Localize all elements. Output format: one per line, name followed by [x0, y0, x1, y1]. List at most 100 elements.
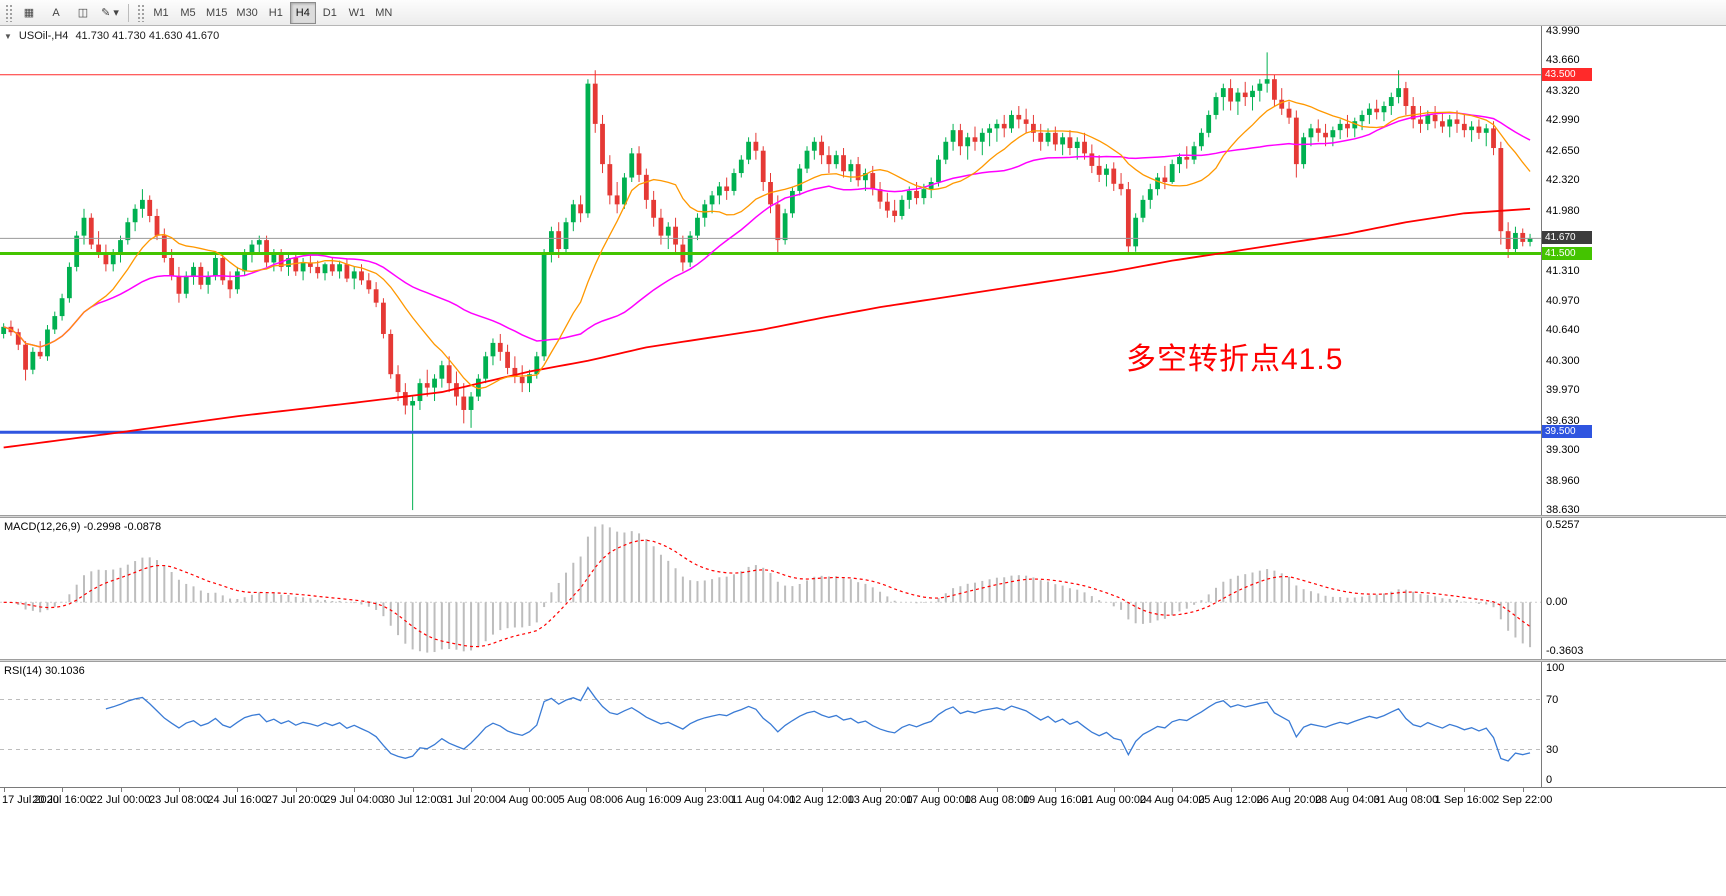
chart-annotation: 多空转折点41.5	[1126, 343, 1344, 376]
price-tick-label: 39.970	[1546, 384, 1580, 397]
macd-axis[interactable]: 0.5257 0.00 -0.3603	[1541, 518, 1726, 659]
time-tick	[529, 788, 531, 792]
rsi-label: RSI(14) 30.1036	[4, 665, 85, 677]
macd-panel: MACD(12,26,9) -0.2998 -0.0878 0.5257 0.00…	[0, 518, 1726, 659]
time-tick-label: 12 Aug 12:00	[789, 794, 855, 806]
toolbar: ▦ A ◫ ✎ ▾ M1 M5 M15 M30 H1 H4 D1 W1 MN	[0, 0, 1726, 26]
time-tick	[1405, 788, 1407, 792]
price-tick-label: 42.650	[1546, 144, 1580, 157]
time-tick	[120, 788, 122, 792]
time-tick-label: 24 Aug 04:00	[1139, 794, 1205, 806]
timeframe-button-h1[interactable]: H1	[263, 2, 289, 24]
price-chart-plot[interactable]: ▼ USOil-,H4 41.730 41.730 41.630 41.670 …	[0, 26, 1541, 515]
time-tick	[237, 788, 239, 792]
price-tick-label: 43.990	[1546, 24, 1580, 37]
timeframe-button-w1[interactable]: W1	[344, 2, 370, 24]
time-tick	[1464, 788, 1466, 792]
price-tick-label: 38.630	[1546, 504, 1580, 517]
timeframe-button-m15[interactable]: M15	[202, 2, 231, 24]
price-axis[interactable]: 43.990 43.660 43.320 42.990 42.650 42.320 41.9…	[1541, 24, 1726, 517]
timeframe-button-d1[interactable]: D1	[317, 2, 343, 24]
time-tick	[938, 788, 940, 792]
time-tick-label: 17 Aug 00:00	[906, 794, 971, 806]
time-tick	[996, 788, 998, 792]
rsi-scale-label: 0	[1546, 774, 1553, 786]
price-tag: 41.500	[1542, 246, 1592, 260]
time-tick-label: 17 Jul 2020	[2, 794, 59, 806]
timeframe-button-m30[interactable]: M30	[232, 2, 261, 24]
time-tick-label: 19 Aug 16:00	[1022, 794, 1088, 806]
price-tick-label: 40.300	[1546, 354, 1580, 367]
time-tick	[646, 788, 648, 792]
time-tick-label: 27 Jul 20:00	[265, 794, 326, 806]
panel-splitter[interactable]	[0, 659, 1726, 662]
time-tick	[3, 788, 5, 792]
macd-scale-label: 0.5257	[1546, 519, 1580, 531]
main-chart-panel: ▼ USOil-,H4 41.730 41.730 41.630 41.670 …	[0, 24, 1726, 517]
timeframe-button-h4[interactable]: H4	[289, 1, 316, 24]
timeframe-button-group: M1 M5 M15 M30 H1 H4 D1 W1 MN	[148, 1, 397, 24]
rsi-chart	[0, 686, 1541, 762]
time-tick-label: 11 Aug 04:00	[731, 794, 796, 806]
time-tick	[587, 788, 589, 792]
time-tick	[178, 788, 180, 792]
candlestick-chart	[0, 52, 1541, 511]
price-tick-label: 41.310	[1546, 264, 1580, 277]
symbol-label: USOil-,H4	[18, 30, 69, 42]
time-tick	[471, 788, 473, 792]
time-tick	[1230, 788, 1232, 792]
rsi-plot[interactable]: RSI(14) 30.1036	[0, 662, 1541, 787]
rsi-axis[interactable]: 100 70 30 0	[1541, 662, 1726, 787]
time-tick-label: 22 Jul 00:00	[90, 794, 151, 806]
time-tick-label: 28 Aug 04:00	[1315, 794, 1380, 806]
time-tick-label: 31 Jul 20:00	[441, 794, 502, 806]
rsi-panel: RSI(14) 30.1036 100 70 30 0	[0, 662, 1726, 787]
macd-plot[interactable]: MACD(12,26,9) -0.2998 -0.0878	[0, 518, 1541, 659]
toolbar-grip[interactable]	[5, 3, 12, 22]
time-tick	[62, 788, 64, 792]
toolbar-separator	[128, 3, 129, 22]
template-icon-button[interactable]: ◫	[70, 2, 96, 24]
macd-scale-label: -0.3603	[1546, 645, 1584, 657]
charts-grid-icon-button[interactable]: ▦	[16, 2, 42, 24]
time-tick	[1289, 788, 1291, 792]
symbol-dropdown-icon[interactable]: ▼	[4, 31, 12, 41]
timeframe-toolbar-grip[interactable]	[137, 3, 144, 22]
text-cursor-icon-button[interactable]: A	[43, 2, 69, 24]
time-tick-label: 13 Aug 20:00	[847, 794, 913, 806]
time-tick	[1522, 788, 1524, 792]
macd-scale-label: 0.00	[1546, 596, 1568, 609]
rsi-scale-label: 30	[1546, 743, 1559, 756]
price-tag: 41.670	[1542, 231, 1592, 245]
objects-dropdown-icon-button[interactable]: ✎ ▾	[97, 2, 123, 24]
time-tick-label: 23 Jul 08:00	[148, 794, 209, 806]
time-tick-label: 24 Jul 16:00	[207, 794, 268, 806]
price-tag: 39.500	[1542, 425, 1592, 439]
time-axis[interactable]: 17 Jul 2020 20 Jul 16:00 22 Jul 00:00 23 Ju…	[0, 787, 1726, 814]
time-tick-label: 1 Sep 16:00	[1434, 794, 1494, 806]
time-tick	[412, 788, 414, 792]
time-tick	[354, 788, 356, 792]
price-tag: 43.500	[1542, 67, 1592, 81]
time-tick	[295, 788, 297, 792]
timeframe-button-m1[interactable]: M1	[148, 2, 174, 24]
timeframe-button-mn[interactable]: MN	[371, 2, 397, 24]
rsi-scale-label: 70	[1546, 693, 1559, 706]
time-tick-label: 2 Sep 22:00	[1493, 794, 1553, 806]
price-tick-label: 42.320	[1546, 174, 1580, 187]
time-tick-label: 29 Jul 04:00	[324, 794, 385, 806]
time-tick	[821, 788, 823, 792]
time-tick-label: 18 Aug 08:00	[964, 794, 1030, 806]
time-tick-label: 20 Jul 16:00	[32, 794, 93, 806]
time-tick-label: 6 Aug 16:00	[616, 794, 676, 806]
bottom-blank-area	[0, 814, 1726, 896]
timeframe-button-m5[interactable]: M5	[175, 2, 201, 24]
time-tick	[1055, 788, 1057, 792]
time-tick-label: 5 Aug 08:00	[558, 794, 618, 806]
panel-splitter[interactable]	[0, 515, 1726, 518]
time-tick-label: 30 Jul 12:00	[382, 794, 443, 806]
time-tick	[880, 788, 882, 792]
price-tick-label: 41.980	[1546, 204, 1580, 217]
ohlc-values: 41.730 41.730 41.630 41.670	[75, 30, 220, 42]
time-tick-label: 26 Aug 20:00	[1256, 794, 1322, 806]
